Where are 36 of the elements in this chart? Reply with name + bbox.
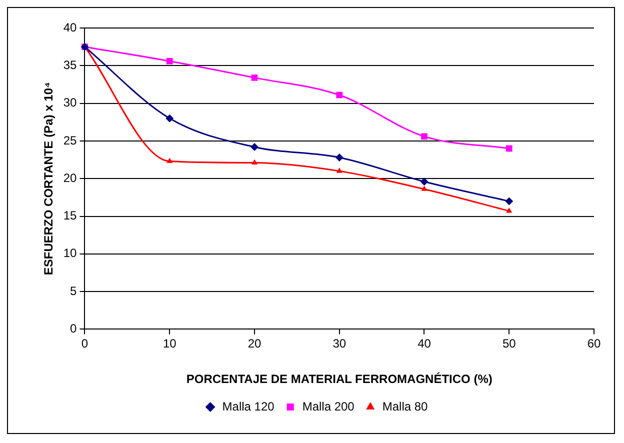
y-tick-label: 30 bbox=[63, 96, 78, 110]
point bbox=[166, 158, 173, 164]
point bbox=[251, 159, 258, 165]
x-tick-label: 30 bbox=[332, 336, 346, 351]
point bbox=[421, 133, 428, 140]
point bbox=[505, 197, 514, 206]
legend-label: Malla 80 bbox=[382, 399, 428, 414]
x-tick-label: 50 bbox=[502, 336, 516, 351]
legend-label: Malla 120 bbox=[222, 399, 275, 414]
point bbox=[166, 58, 173, 64]
y-tick-label: 35 bbox=[63, 58, 78, 72]
y-tick-label: 0 bbox=[70, 322, 78, 336]
y-tick-label: 25 bbox=[63, 133, 78, 148]
point bbox=[506, 207, 512, 213]
point bbox=[251, 74, 258, 81]
y-tick-label: 15 bbox=[63, 208, 78, 223]
x-tick-label: 10 bbox=[162, 336, 177, 351]
point bbox=[421, 186, 428, 191]
point bbox=[506, 145, 512, 152]
y-tick-label: 20 bbox=[63, 170, 78, 185]
point bbox=[250, 142, 258, 151]
point bbox=[336, 92, 343, 98]
y-tick-label: 40 bbox=[63, 20, 78, 34]
point bbox=[336, 168, 342, 173]
point bbox=[420, 178, 428, 186]
x-tick-label: 0 bbox=[81, 336, 88, 351]
y-tick-label: 5 bbox=[70, 284, 78, 298]
x-tick-label: 20 bbox=[248, 336, 262, 351]
x-tick-label: 40 bbox=[418, 336, 432, 351]
point bbox=[335, 154, 344, 162]
legend-label: Malla 200 bbox=[302, 399, 355, 414]
x-axis-title: PORCENTAJE DE MATERIAL FERROMAGNÉTICO (%) bbox=[186, 372, 492, 386]
x-tick-label: 60 bbox=[587, 336, 601, 351]
y-axis-title: ESFUERZO CORTANTE (Pa) x 10⁴ bbox=[42, 82, 56, 276]
y-tick-label: 10 bbox=[63, 246, 78, 260]
point bbox=[166, 114, 174, 122]
